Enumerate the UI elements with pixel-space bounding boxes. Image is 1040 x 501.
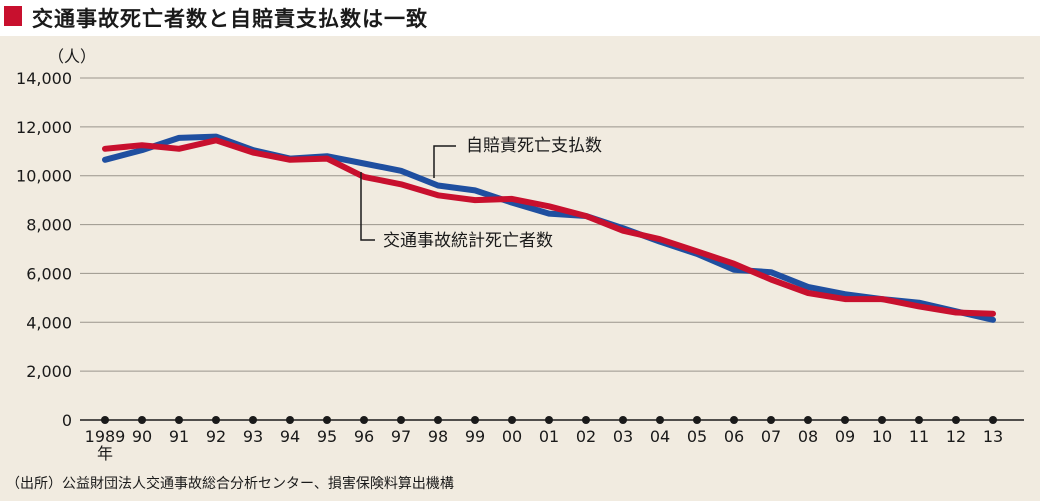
x-tick-label: 99 [465, 427, 485, 446]
x-tick-dot [804, 416, 812, 424]
y-tick-label: 6,000 [26, 264, 72, 283]
x-axis-year-suffix: 年 [97, 444, 113, 463]
x-tick-label: 93 [243, 427, 263, 446]
x-tick-dot [249, 416, 257, 424]
y-tick-label: 4,000 [26, 313, 72, 332]
x-tick-label: 12 [946, 427, 966, 446]
x-tick-label: 07 [761, 427, 781, 446]
y-axis-unit-label: （人） [48, 47, 96, 66]
x-tick-label: 00 [502, 427, 522, 446]
series-lines [102, 133, 996, 323]
x-tick-label: 13 [983, 427, 1003, 446]
payments-series-label: 自賠責死亡支払数 [466, 136, 602, 156]
chart-panel [0, 36, 1040, 501]
x-tick-dot [989, 416, 997, 424]
x-tick-dot [619, 416, 627, 424]
x-tick-label: 98 [428, 427, 448, 446]
x-tick-dot [730, 416, 738, 424]
source-note: （出所）公益財団法人交通事故総合分析センター、損害保険料算出機構 [6, 476, 454, 492]
y-tick-label: 0 [62, 411, 72, 430]
x-tick-dot [101, 416, 109, 424]
x-tick-dot [656, 416, 664, 424]
x-tick-label: 11 [909, 427, 929, 446]
header: 交通事故死亡者数と自賠責支払数は一致 [0, 0, 1040, 34]
x-tick-dot [767, 416, 775, 424]
x-tick-label: 01 [539, 427, 559, 446]
x-tick-label: 95 [317, 427, 337, 446]
y-tick-label: 8,000 [26, 216, 72, 235]
x-tick-dot [397, 416, 405, 424]
x-tick-label: 09 [835, 427, 855, 446]
x-tick-label: 05 [687, 427, 707, 446]
deaths-series-label: 交通事故統計死亡者数 [383, 231, 553, 251]
x-tick-dot [693, 416, 701, 424]
x-tick-label: 04 [650, 427, 670, 446]
x-tick-label: 10 [872, 427, 892, 446]
x-axis-dots [101, 416, 997, 424]
x-tick-label: 91 [169, 427, 189, 446]
x-tick-dot [508, 416, 516, 424]
y-axis-ticks: 0 2,000 4,000 6,000 8,000 10,000 12,000 14,000 [16, 69, 72, 430]
y-tick-label: 2,000 [26, 362, 72, 381]
x-tick-dot [471, 416, 479, 424]
x-tick-label: 06 [724, 427, 744, 446]
y-tick-label: 12,000 [16, 118, 72, 137]
payments-series-line [102, 133, 996, 323]
payments-callout-line [433, 145, 456, 178]
deaths-callout-line [360, 172, 375, 241]
x-tick-dot [545, 416, 553, 424]
y-tick-label: 10,000 [16, 167, 72, 186]
x-tick-dot [915, 416, 923, 424]
x-tick-label: 03 [613, 427, 633, 446]
x-tick-label: 1989 [85, 427, 126, 446]
deaths-series-line [102, 137, 996, 317]
x-tick-dot [175, 416, 183, 424]
x-tick-label: 96 [354, 427, 374, 446]
x-tick-dot [360, 416, 368, 424]
title-marker [4, 6, 22, 26]
x-tick-dot [138, 416, 146, 424]
x-tick-dot [212, 416, 220, 424]
x-tick-label: 08 [798, 427, 818, 446]
x-tick-label: 02 [576, 427, 596, 446]
x-tick-dot [434, 416, 442, 424]
x-tick-dot [323, 416, 331, 424]
chart-title: 交通事故死亡者数と自賠責支払数は一致 [32, 7, 428, 31]
x-tick-label: 92 [206, 427, 226, 446]
x-tick-label: 97 [391, 427, 411, 446]
x-tick-dot [841, 416, 849, 424]
x-tick-dot [878, 416, 886, 424]
x-tick-label: 94 [280, 427, 300, 446]
x-tick-dot [582, 416, 590, 424]
x-tick-dot [286, 416, 294, 424]
y-tick-label: 14,000 [16, 69, 72, 88]
x-tick-label: 90 [132, 427, 152, 446]
x-axis-ticks: 1989 90 91 92 93 94 95 96 97 98 99 00 01 02 03 04 05 06 07… [85, 427, 1004, 446]
x-tick-dot [952, 416, 960, 424]
